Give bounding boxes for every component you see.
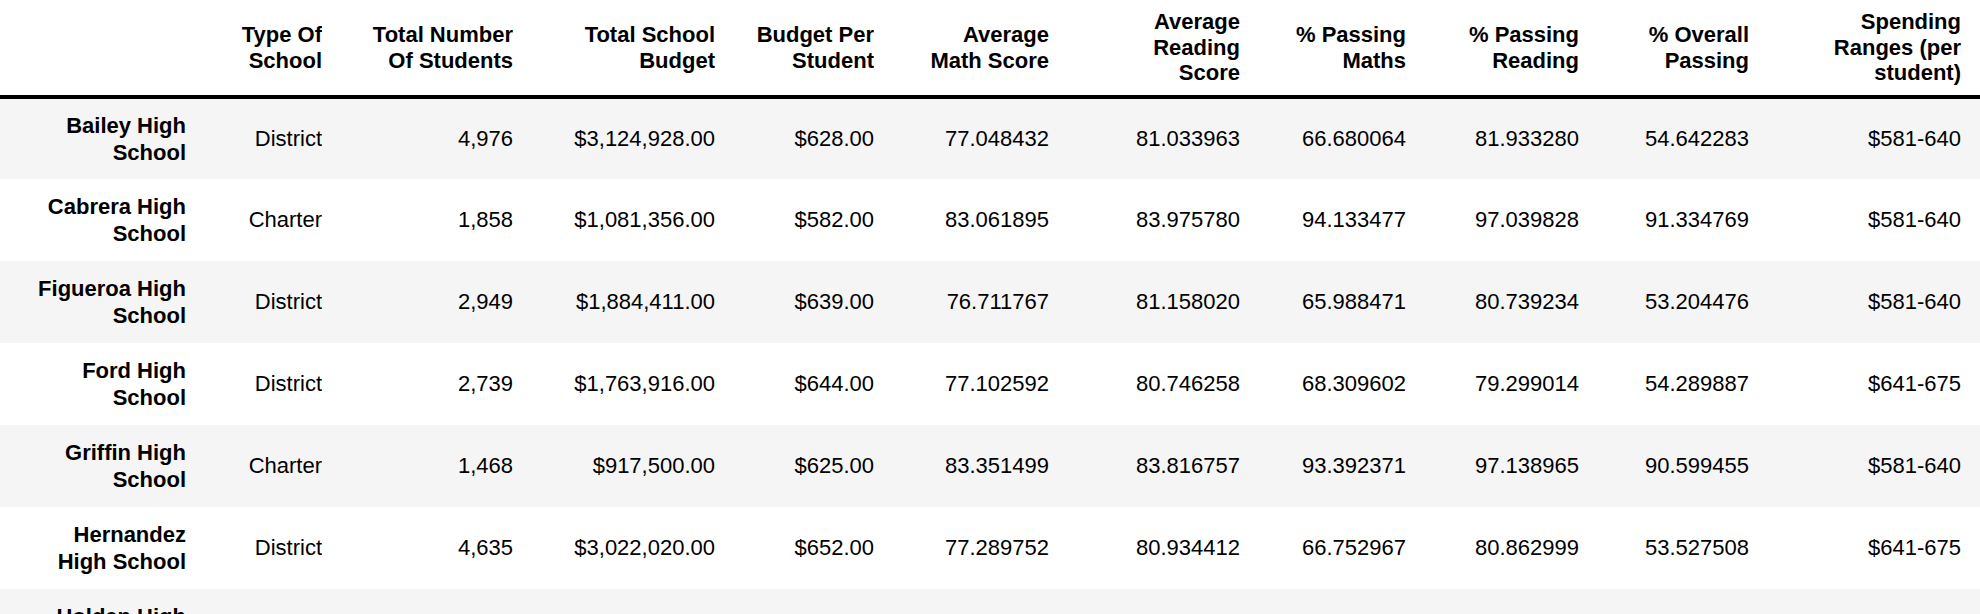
table-row-griffin: Griffin High School Charter 1,468 $917,5…	[0, 425, 1980, 507]
cell-pct-overall: 53.527508	[1579, 507, 1749, 589]
cell-pct-reading: 80.739234	[1406, 261, 1579, 343]
cell-type	[190, 589, 322, 614]
cell-avg-reading: 83.816757	[1049, 425, 1240, 507]
cell-budget-per-student: $625.00	[715, 425, 874, 507]
cell-pct-reading: 97.138965	[1406, 425, 1579, 507]
cell-spending-range: $581-640	[1749, 425, 1980, 507]
cell-type: Charter	[190, 179, 322, 261]
cell-avg-reading: 80.934412	[1049, 507, 1240, 589]
cell-students: 2,949	[322, 261, 513, 343]
cell-avg-math: 83.061895	[874, 179, 1049, 261]
row-header-school-name: Bailey High School	[0, 97, 190, 179]
cell-pct-maths: 66.680064	[1240, 97, 1406, 179]
cell-pct-overall: 91.334769	[1579, 179, 1749, 261]
cell-students: 1,468	[322, 425, 513, 507]
cell-budget: $1,081,356.00	[513, 179, 715, 261]
cell-avg-reading: 83.975780	[1049, 179, 1240, 261]
row-header-school-name: Hernandez High School	[0, 507, 190, 589]
cell-budget	[513, 589, 715, 614]
cell-pct-overall: 90.599455	[1579, 425, 1749, 507]
cell-pct-reading: 81.933280	[1406, 97, 1579, 179]
row-header-school-name: Holden High School	[0, 589, 190, 614]
cell-pct-maths: 66.752967	[1240, 507, 1406, 589]
cell-avg-math	[874, 589, 1049, 614]
cell-budget: $1,763,916.00	[513, 343, 715, 425]
cell-spending-range	[1749, 589, 1980, 614]
cell-budget-per-student: $652.00	[715, 507, 874, 589]
cell-type: Charter	[190, 425, 322, 507]
cell-pct-reading: 79.299014	[1406, 343, 1579, 425]
cell-pct-overall: 54.289887	[1579, 343, 1749, 425]
school-spending-table: Type Of School Total Number Of Students …	[0, 0, 1980, 614]
table-header: Type Of School Total Number Of Students …	[0, 0, 1980, 97]
cell-avg-reading: 80.746258	[1049, 343, 1240, 425]
cell-pct-maths: 65.988471	[1240, 261, 1406, 343]
table-row-cabrera: Cabrera High School Charter 1,858 $1,081…	[0, 179, 1980, 261]
cell-pct-overall	[1579, 589, 1749, 614]
cell-spending-range: $581-640	[1749, 97, 1980, 179]
cell-avg-reading: 81.158020	[1049, 261, 1240, 343]
table-row-figueroa: Figueroa High School District 2,949 $1,8…	[0, 261, 1980, 343]
cell-pct-overall: 53.204476	[1579, 261, 1749, 343]
table-row-holden-clipped: Holden High School	[0, 589, 1980, 614]
cell-budget-per-student: $582.00	[715, 179, 874, 261]
cell-type: District	[190, 507, 322, 589]
row-header-school-name: Griffin High School	[0, 425, 190, 507]
cell-pct-maths: 68.309602	[1240, 343, 1406, 425]
cell-budget-per-student: $644.00	[715, 343, 874, 425]
row-header-school-name: Figueroa High School	[0, 261, 190, 343]
cell-spending-range: $581-640	[1749, 261, 1980, 343]
cell-spending-range: $581-640	[1749, 179, 1980, 261]
cell-students: 4,635	[322, 507, 513, 589]
column-header-spending-ranges: Spending Ranges (per student)	[1749, 0, 1980, 97]
cell-budget: $917,500.00	[513, 425, 715, 507]
cell-type: District	[190, 97, 322, 179]
cell-avg-math: 77.289752	[874, 507, 1049, 589]
cell-pct-maths: 94.133477	[1240, 179, 1406, 261]
cell-avg-math: 77.102592	[874, 343, 1049, 425]
cell-budget-per-student	[715, 589, 874, 614]
cell-spending-range: $641-675	[1749, 343, 1980, 425]
header-row: Type Of School Total Number Of Students …	[0, 0, 1980, 97]
table-row-bailey: Bailey High School District 4,976 $3,124…	[0, 97, 1980, 179]
cell-type: District	[190, 343, 322, 425]
cell-students: 4,976	[322, 97, 513, 179]
column-header-avg-reading-score: Average Reading Score	[1049, 0, 1240, 97]
column-header-pct-overall-passing: % Overall Passing	[1579, 0, 1749, 97]
cell-spending-range: $641-675	[1749, 507, 1980, 589]
cell-pct-reading: 80.862999	[1406, 507, 1579, 589]
column-header-pct-passing-maths: % Passing Maths	[1240, 0, 1406, 97]
cell-budget: $1,884,411.00	[513, 261, 715, 343]
column-header-avg-math-score: Average Math Score	[874, 0, 1049, 97]
column-header-budget-per-student: Budget Per Student	[715, 0, 874, 97]
cell-pct-reading: 97.039828	[1406, 179, 1579, 261]
column-header-type-of-school: Type Of School	[190, 0, 322, 97]
cell-pct-maths	[1240, 589, 1406, 614]
cell-budget: $3,124,928.00	[513, 97, 715, 179]
cell-students: 2,739	[322, 343, 513, 425]
cell-pct-overall: 54.642283	[1579, 97, 1749, 179]
cell-type: District	[190, 261, 322, 343]
index-column-header	[0, 0, 190, 97]
column-header-pct-passing-reading: % Passing Reading	[1406, 0, 1579, 97]
row-header-school-name: Ford High School	[0, 343, 190, 425]
column-header-total-budget: Total School Budget	[513, 0, 715, 97]
cell-avg-reading	[1049, 589, 1240, 614]
cell-students: 1,858	[322, 179, 513, 261]
cell-students	[322, 589, 513, 614]
cell-avg-reading: 81.033963	[1049, 97, 1240, 179]
table-row-ford: Ford High School District 2,739 $1,763,9…	[0, 343, 1980, 425]
cell-budget: $3,022,020.00	[513, 507, 715, 589]
table-row-hernandez: Hernandez High School District 4,635 $3,…	[0, 507, 1980, 589]
row-header-school-name: Cabrera High School	[0, 179, 190, 261]
cell-avg-math: 77.048432	[874, 97, 1049, 179]
column-header-total-students: Total Number Of Students	[322, 0, 513, 97]
cell-pct-maths: 93.392371	[1240, 425, 1406, 507]
cell-pct-reading	[1406, 589, 1579, 614]
cell-avg-math: 83.351499	[874, 425, 1049, 507]
cell-avg-math: 76.711767	[874, 261, 1049, 343]
cell-budget-per-student: $639.00	[715, 261, 874, 343]
table-body: Bailey High School District 4,976 $3,124…	[0, 97, 1980, 614]
cell-budget-per-student: $628.00	[715, 97, 874, 179]
